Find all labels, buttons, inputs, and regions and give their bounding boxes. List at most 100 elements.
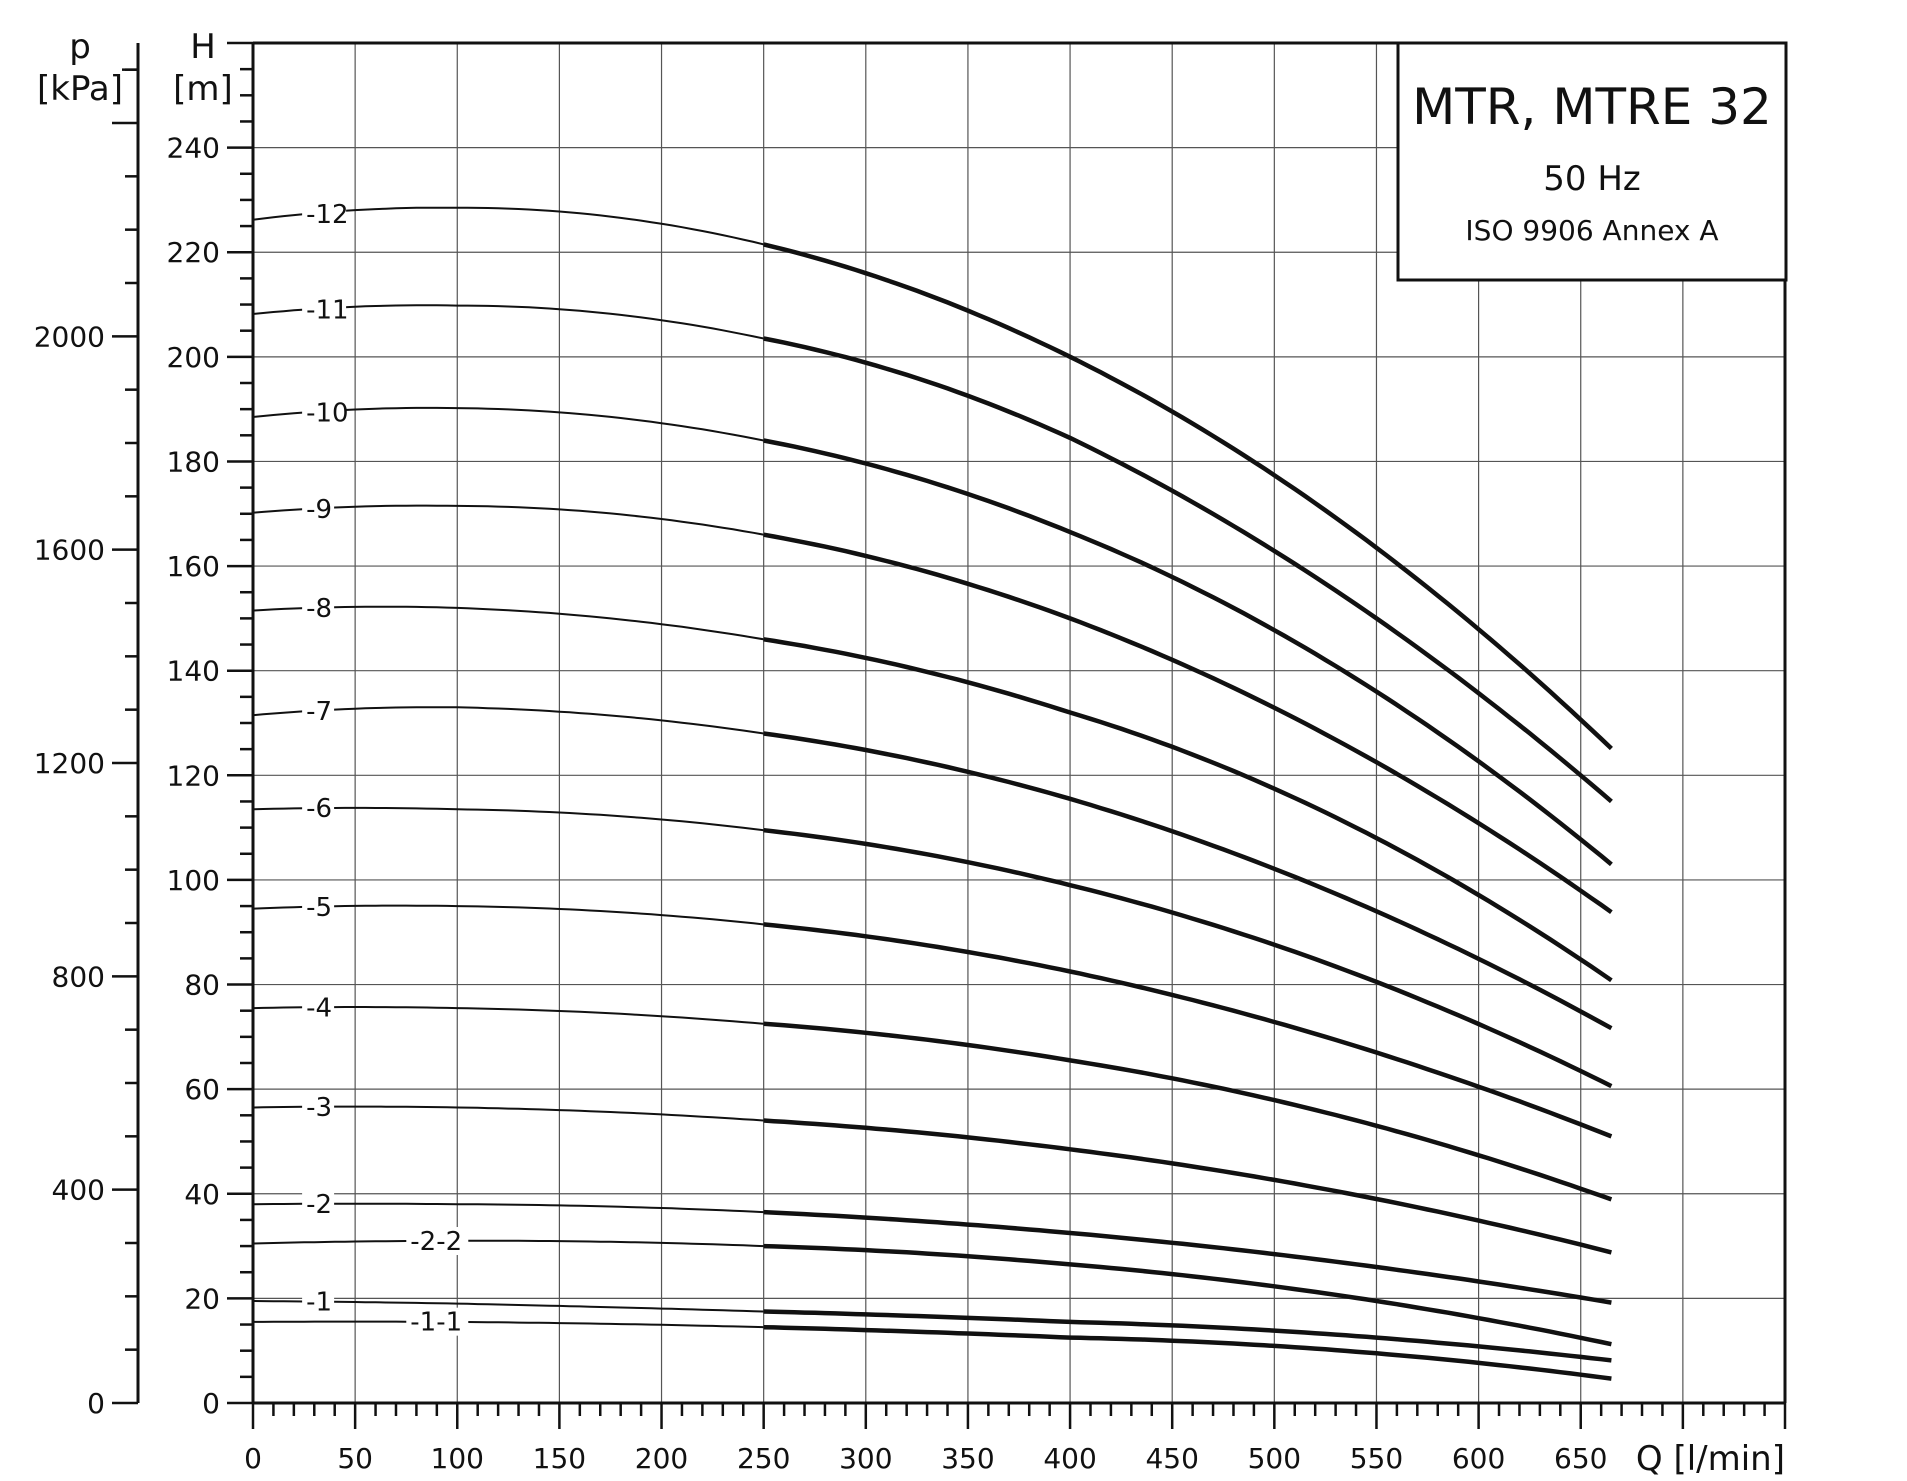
curve-label-bg <box>302 993 335 1022</box>
chart-note: ISO 9906 Annex A <box>1465 214 1718 247</box>
y-tick-label: 120 <box>167 759 220 792</box>
x-tick-label: 50 <box>337 1442 373 1475</box>
curve-thin-segment <box>252 706 764 735</box>
curve-8: -8 <box>252 594 1613 983</box>
curve-label: -2-2 <box>410 1227 462 1257</box>
curve-label-bg <box>406 1227 469 1256</box>
curve-label-bg <box>302 697 335 726</box>
curve-5: -5 <box>252 892 1613 1139</box>
x-tick-label: 400 <box>1043 1442 1096 1475</box>
curve-label: -3 <box>306 1093 332 1123</box>
y2-tick-label: 800 <box>52 960 105 993</box>
y-tick-label: 0 <box>202 1387 220 1420</box>
curve-thick-segment <box>763 1118 1612 1255</box>
curve-label-bg <box>302 892 335 921</box>
curve-thick-segment <box>763 1243 1612 1347</box>
x-tick-label: 500 <box>1248 1442 1301 1475</box>
curve-thick-segment <box>763 637 1613 983</box>
curve-thin-segment <box>253 1320 764 1329</box>
y-tick-label: 100 <box>167 864 220 897</box>
y-tick-label: 240 <box>167 132 220 165</box>
x-tick-label: 100 <box>431 1442 484 1475</box>
curve-label-bg <box>302 295 347 324</box>
x-tick-label: 250 <box>737 1442 790 1475</box>
x-axis-title: Q [l/min] <box>1636 1439 1785 1479</box>
y-tick-label: 140 <box>167 655 220 688</box>
curve-label-bg <box>302 1092 335 1121</box>
y2-tick-label: 2000 <box>34 320 105 353</box>
curve-label-bg <box>302 794 335 823</box>
x-tick-label: 200 <box>635 1442 688 1475</box>
title-box: MTR, MTRE 32 50 Hz ISO 9906 Annex A <box>1396 41 1788 282</box>
curve-label-bg <box>302 1189 335 1218</box>
x-tick-label: 650 <box>1554 1442 1607 1475</box>
curve-label: -1-1 <box>410 1308 462 1338</box>
y-tick-label: 80 <box>184 969 220 1002</box>
curve-7: -7 <box>252 697 1613 1031</box>
curve-6: -6 <box>252 794 1613 1089</box>
y-tick-label: 160 <box>167 550 220 583</box>
y2-tick-label: 0 <box>87 1387 105 1420</box>
curve-label-bg <box>302 494 335 523</box>
x-tick-label: 150 <box>533 1442 586 1475</box>
x-tick-label: 0 <box>244 1442 262 1475</box>
curve-thin-segment <box>252 1239 764 1248</box>
curve-11: -11 <box>252 295 1613 804</box>
curves: -12-11-10-9-8-7-6-5-4-3-2-2-2-1-1-1 <box>252 199 1613 1381</box>
curve-thick-segment <box>763 438 1613 867</box>
curve-2: -2 <box>252 1189 1612 1305</box>
curve-thick-segment <box>763 1324 1612 1381</box>
y2-tick-label: 400 <box>52 1174 105 1207</box>
curve-thin-segment <box>252 1006 764 1025</box>
curve-label: -1 <box>306 1287 332 1317</box>
curve-label: -6 <box>306 794 332 824</box>
curve-thin-segment <box>252 904 764 926</box>
y2-axis-title: p <box>69 27 91 67</box>
curve-thick-segment <box>763 336 1613 804</box>
curve-label: -11 <box>306 295 348 325</box>
y-tick-label: 220 <box>167 236 220 269</box>
curve-label-bg <box>302 594 335 623</box>
y2-tick-label: 1200 <box>34 747 105 780</box>
y-tick-label: 200 <box>167 341 220 374</box>
curve-label: -7 <box>306 697 332 727</box>
curve-label-bg <box>406 1307 469 1336</box>
x-tick-label: 450 <box>1145 1442 1198 1475</box>
x-tick-label: 300 <box>839 1442 892 1475</box>
curve-thick-segment <box>763 242 1613 751</box>
x-tick-label: 350 <box>941 1442 994 1475</box>
y-axis-title: H <box>190 27 216 67</box>
curve-2-2: -2-2 <box>252 1227 1612 1347</box>
curve-label: -10 <box>306 398 348 428</box>
curve-label: -4 <box>306 993 332 1023</box>
curve-label-bg <box>302 199 347 228</box>
curve-label-bg <box>302 1287 335 1316</box>
curve-thick-segment <box>763 1209 1612 1305</box>
curve-label: -8 <box>306 594 332 624</box>
y-tick-label: 60 <box>184 1073 220 1106</box>
curve-thin-segment <box>252 605 764 641</box>
curve-label: -2 <box>306 1190 332 1220</box>
curve-thick-segment <box>763 532 1613 915</box>
curve-label: -5 <box>306 893 332 923</box>
x-tick-label: 600 <box>1452 1442 1505 1475</box>
curve-thick-segment <box>763 1309 1612 1363</box>
curve-9: -9 <box>252 494 1613 915</box>
y2-axis-unit: [kPa] <box>37 69 123 109</box>
labels: H[m] p[kPa] Q [l/min] <box>37 27 1785 1479</box>
y-tick-label: 40 <box>184 1178 220 1211</box>
curve-thick-segment <box>763 922 1613 1139</box>
curve-3: -3 <box>252 1092 1612 1255</box>
y-tick-label: 20 <box>184 1282 220 1315</box>
curve-label: -12 <box>306 200 348 230</box>
curve-thin-segment <box>252 504 764 536</box>
chart-subtitle: 50 Hz <box>1543 159 1640 199</box>
curve-10: -10 <box>252 398 1613 867</box>
curve-thick-segment <box>763 731 1613 1031</box>
y2-tick-label: 1600 <box>34 534 105 567</box>
curve-thick-segment <box>763 827 1613 1089</box>
curve-thin-segment <box>252 806 764 832</box>
x-tick-label: 550 <box>1350 1442 1403 1475</box>
